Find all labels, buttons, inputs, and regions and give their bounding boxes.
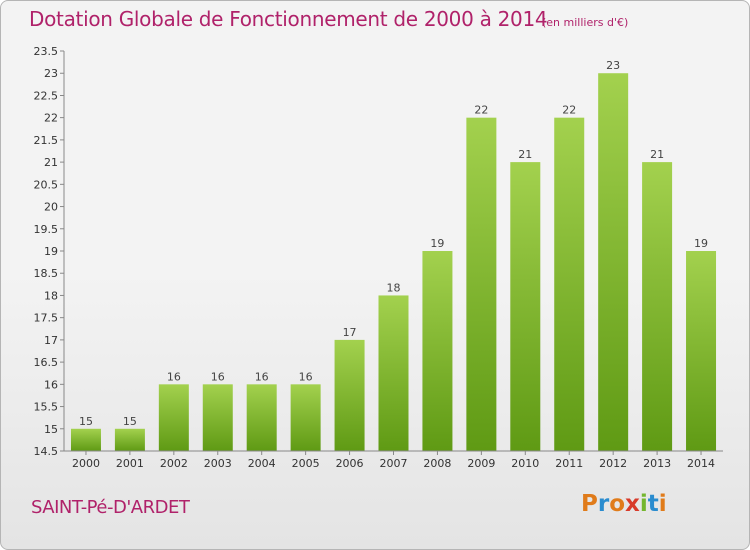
y-tick-label: 17	[44, 334, 58, 347]
bars-group	[70, 73, 717, 452]
bar-2014	[686, 251, 717, 451]
y-tick-label: 20.5	[34, 178, 59, 191]
y-tick-label: 18	[44, 289, 58, 302]
y-tick-label: 16.5	[34, 356, 59, 369]
value-label-2014: 19	[694, 237, 708, 250]
y-tick-label: 18.5	[34, 267, 59, 280]
x-tick-label-2004: 2004	[248, 457, 276, 470]
bar-2000	[70, 428, 101, 451]
y-tick-label: 19	[44, 245, 58, 258]
value-label-2003: 16	[211, 370, 225, 383]
x-tick-label-2000: 2000	[72, 457, 100, 470]
y-tick-label: 19.5	[34, 223, 59, 236]
logo-letter: o	[609, 491, 626, 517]
x-tick-label-2001: 2001	[116, 457, 144, 470]
logo-letter: t	[647, 491, 659, 517]
x-tick-label-2008: 2008	[423, 457, 451, 470]
x-tick-label-2002: 2002	[160, 457, 188, 470]
logo-letter: i	[639, 491, 648, 517]
logo-letter: r	[597, 491, 610, 517]
y-tick-label: 21.5	[34, 134, 59, 147]
bar-2002	[158, 384, 189, 451]
x-tick-label-2012: 2012	[599, 457, 627, 470]
x-tick-label-2006: 2006	[336, 457, 364, 470]
value-label-2004: 16	[255, 370, 269, 383]
value-label-2006: 17	[343, 326, 357, 339]
logo-letter: P	[581, 491, 598, 517]
y-tick-label: 23	[44, 67, 58, 80]
bar-2005	[290, 384, 321, 451]
value-label-2002: 16	[167, 370, 181, 383]
bar-2011	[554, 117, 585, 452]
y-tick-label: 15	[44, 423, 58, 436]
y-tick-label: 22.5	[34, 89, 59, 102]
value-label-2005: 16	[299, 370, 313, 383]
x-tick-label-2011: 2011	[555, 457, 583, 470]
y-axis: 14.5 15 15.5 16 16.5 17 17.5 18 18.5 19 19.5 20 20.5…	[34, 45, 65, 458]
value-label-2012: 23	[606, 59, 620, 72]
bar-2013	[642, 162, 673, 451]
y-tick-label: 17.5	[34, 312, 59, 325]
bar-2009	[466, 117, 497, 452]
value-label-2009: 22	[474, 104, 488, 117]
value-label-2013: 21	[650, 148, 664, 161]
y-tick-label: 22	[44, 112, 58, 125]
bar-2004	[246, 384, 277, 451]
bar-2007	[378, 295, 409, 451]
x-tick-label-2009: 2009	[467, 457, 495, 470]
logo-letter: i	[658, 491, 667, 517]
commune-name: SAINT-Pé-D'ARDET	[31, 497, 190, 518]
value-label-2010: 21	[518, 148, 532, 161]
y-tick-label: 20	[44, 201, 58, 214]
value-label-2001: 15	[123, 415, 137, 428]
bar-2006	[334, 339, 365, 451]
x-tick-label-2007: 2007	[380, 457, 408, 470]
bar-2010	[510, 162, 541, 451]
x-tick-label-2005: 2005	[292, 457, 320, 470]
y-tick-label: 16	[44, 378, 58, 391]
value-labels-group: 15 15 16 16 16 16 17 18 19 22 21 22 23 21 19	[79, 59, 708, 428]
x-tick-label-2014: 2014	[687, 457, 715, 470]
y-tick-label: 15.5	[34, 401, 59, 414]
x-axis: 2000 2001 2002 2003 2004 2005 2006 2007 2008 2009…	[64, 450, 723, 470]
value-label-2008: 19	[430, 237, 444, 250]
y-tick-label: 21	[44, 156, 58, 169]
x-tick-label-2010: 2010	[511, 457, 539, 470]
bar-2012	[598, 73, 629, 451]
proxiti-logo: Proxiti	[581, 491, 667, 517]
bar-2008	[422, 251, 453, 451]
value-label-2000: 15	[79, 415, 93, 428]
logo-letter: x	[625, 491, 640, 517]
bar-2003	[202, 384, 233, 451]
y-tick-label: 14.5	[34, 445, 59, 458]
chart-title: Dotation Globale de Fonctionnement de 20…	[29, 7, 548, 31]
chart-subtitle: (en milliers d'€)	[542, 16, 629, 29]
y-tick-label: 23.5	[34, 45, 59, 58]
value-label-2007: 18	[387, 281, 401, 294]
value-label-2011: 22	[562, 104, 576, 117]
x-tick-label-2003: 2003	[204, 457, 232, 470]
bar-2001	[114, 428, 145, 451]
x-tick-label-2013: 2013	[643, 457, 671, 470]
